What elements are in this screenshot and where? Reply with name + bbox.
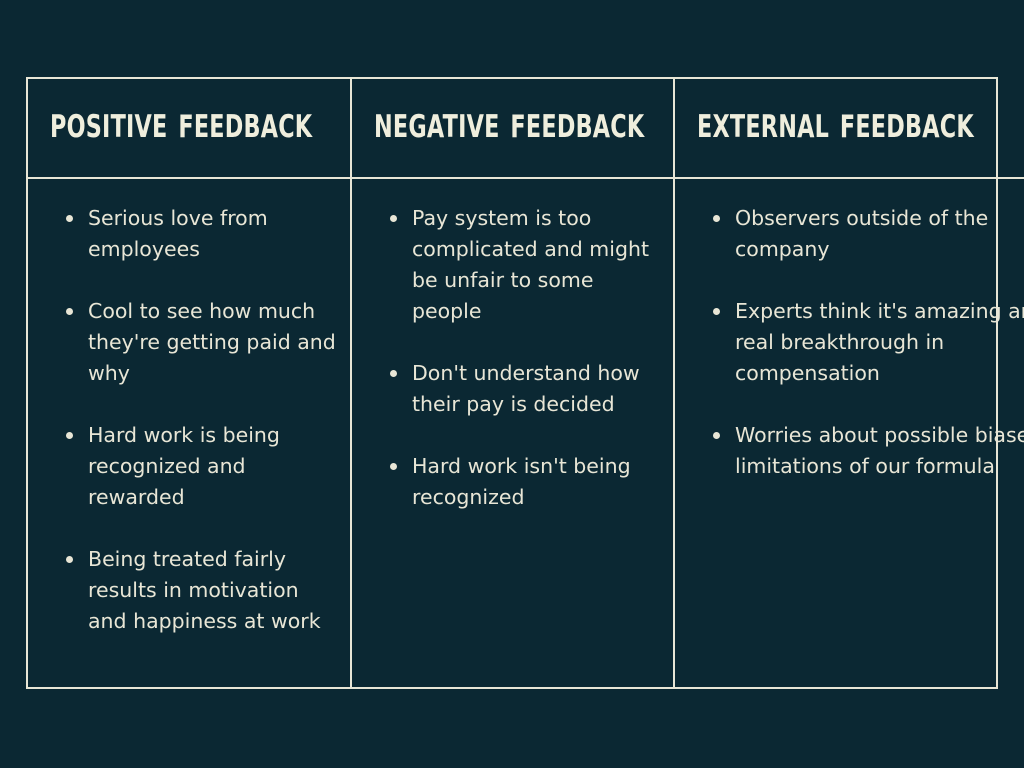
bullet-icon: [66, 432, 73, 439]
header-negative: NEGATIVE FEEDBACK: [352, 79, 675, 179]
feedback-table: POSITIVE FEEDBACK NEGATIVE FEEDBACK EXTE…: [26, 77, 1024, 689]
negative-feedback-list: Pay system is too complicated and might …: [388, 203, 663, 513]
list-item-text: Hard work is being recognized and reward…: [88, 423, 280, 509]
positive-feedback-title: POSITIVE FEEDBACK: [50, 109, 313, 145]
negative-feedback-column: Pay system is too complicated and might …: [352, 179, 675, 687]
bullet-icon: [390, 370, 397, 377]
list-item: Don't understand how their pay is decide…: [388, 358, 663, 420]
header-positive: POSITIVE FEEDBACK: [28, 79, 352, 179]
bullet-icon: [713, 215, 720, 222]
list-item-text: Cool to see how much they're getting pai…: [88, 299, 336, 385]
list-item: Hard work isn't being recognized: [388, 451, 663, 513]
positive-feedback-column: Serious love from employees Cool to see …: [28, 179, 352, 687]
list-item: Experts think it's amazing and a real br…: [711, 296, 1024, 389]
list-item-text: Worries about possible biases or limitat…: [735, 423, 1024, 478]
negative-feedback-title: NEGATIVE FEEDBACK: [374, 109, 645, 145]
external-feedback-list: Observers outside of the company Experts…: [711, 203, 1024, 482]
external-feedback-column: Observers outside of the company Experts…: [675, 179, 1024, 687]
bullet-icon: [390, 463, 397, 470]
bullet-icon: [66, 556, 73, 563]
bullet-icon: [713, 308, 720, 315]
list-item: Cool to see how much they're getting pai…: [64, 296, 340, 389]
external-feedback-title: EXTERNAL FEEDBACK: [697, 109, 974, 145]
header-external: EXTERNAL FEEDBACK: [675, 79, 1024, 179]
list-item: Being treated fairly results in motivati…: [64, 544, 340, 637]
list-item: Serious love from employees: [64, 203, 340, 265]
list-item-text: Experts think it's amazing and a real br…: [735, 299, 1024, 385]
list-item: Hard work is being recognized and reward…: [64, 420, 340, 513]
list-item: Worries about possible biases or limitat…: [711, 420, 1024, 482]
list-item: Observers outside of the company: [711, 203, 1024, 265]
bullet-icon: [713, 432, 720, 439]
bullet-icon: [66, 308, 73, 315]
list-item-text: Don't understand how their pay is decide…: [412, 361, 640, 416]
positive-feedback-list: Serious love from employees Cool to see …: [64, 203, 340, 637]
list-item-text: Serious love from employees: [88, 206, 268, 261]
list-item: Pay system is too complicated and might …: [388, 203, 663, 327]
list-item-text: Observers outside of the company: [735, 206, 989, 261]
list-item-text: Being treated fairly results in motivati…: [88, 547, 321, 633]
bullet-icon: [390, 215, 397, 222]
list-item-text: Hard work isn't being recognized: [412, 454, 631, 509]
list-item-text: Pay system is too complicated and might …: [412, 206, 649, 323]
bullet-icon: [66, 215, 73, 222]
